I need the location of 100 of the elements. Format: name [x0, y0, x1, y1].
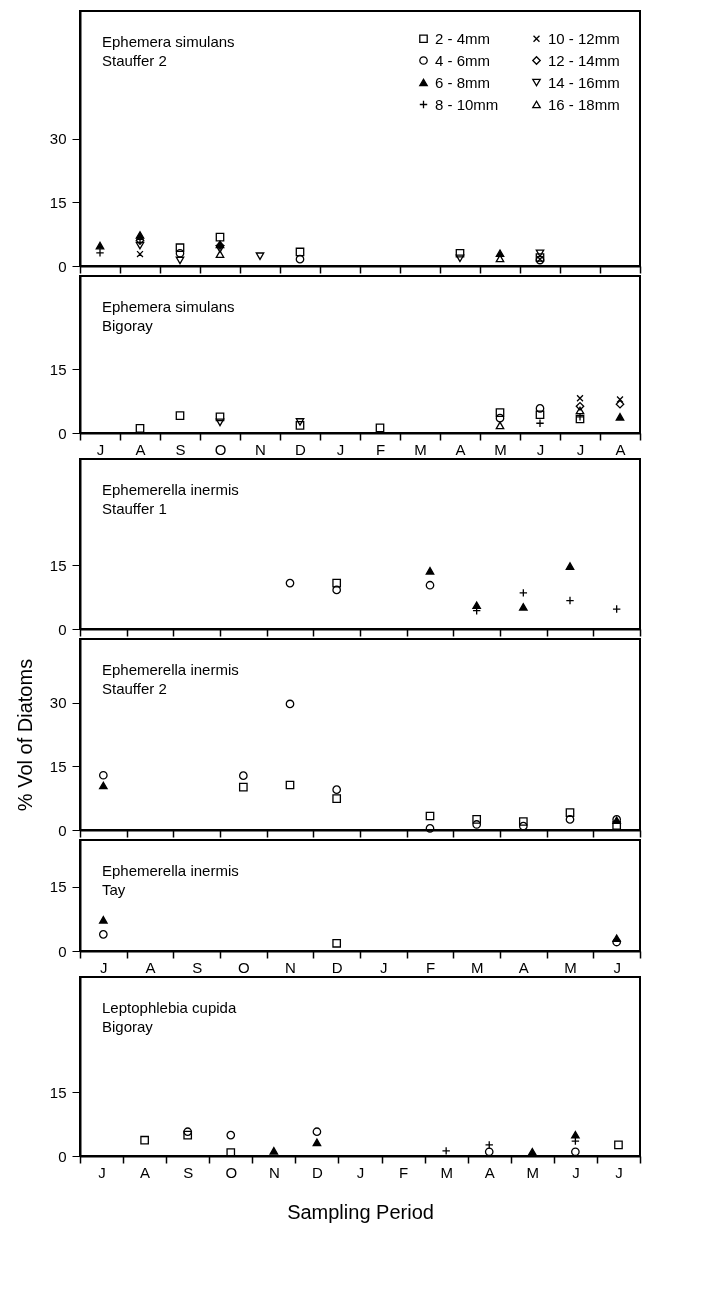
y-tick-label: 15	[49, 1083, 67, 1101]
point	[285, 578, 295, 588]
point	[215, 418, 225, 427]
x-tick-label: N	[255, 440, 266, 458]
x-tick-label: N	[285, 958, 296, 976]
point	[425, 823, 435, 833]
text: Ephemerella inermis Stauffer 2	[102, 661, 239, 697]
point	[527, 1147, 537, 1156]
point	[575, 401, 585, 411]
point	[295, 421, 305, 430]
x-tick-label: A	[455, 440, 466, 458]
point	[175, 248, 185, 258]
point	[295, 247, 305, 257]
x-tick-label: J	[96, 440, 105, 458]
point	[332, 794, 342, 803]
point	[269, 1147, 279, 1155]
x-tick-label: M	[440, 1163, 453, 1181]
x-tick-label: A	[615, 440, 626, 458]
x-tick-label: J	[336, 440, 345, 458]
text: Ephemerella inermis Stauffer 1	[102, 481, 239, 517]
point	[495, 413, 505, 423]
point	[495, 408, 505, 417]
y-axis-title: % Vol of Diatoms	[13, 658, 36, 812]
point	[332, 938, 342, 948]
point	[535, 249, 545, 258]
legend-label: 14 - 16mm	[548, 73, 620, 91]
point	[575, 406, 585, 415]
point	[455, 254, 465, 263]
point	[472, 820, 482, 829]
x-tick-label: F	[398, 1163, 409, 1181]
point	[226, 1130, 236, 1140]
point	[98, 915, 108, 924]
x-tick-label: J	[380, 958, 388, 976]
x-tick-label: S	[175, 440, 186, 458]
y-tick-label: 15	[49, 757, 67, 775]
point	[135, 241, 145, 250]
point	[332, 785, 342, 795]
x-tick-label: A	[484, 1163, 495, 1181]
x-tick-label: F	[425, 958, 436, 976]
point	[425, 566, 435, 575]
y-tick-label: 0	[58, 257, 67, 275]
point	[615, 399, 625, 409]
text: Ephemera simulans Bigoray	[102, 298, 235, 334]
x-tick-label: O	[225, 1163, 238, 1181]
x-tick-label: J	[613, 958, 621, 976]
point	[175, 256, 185, 265]
y-tick-label: 30	[49, 694, 67, 712]
legend-label: 2 - 4mm	[435, 29, 491, 47]
legend-label: 12 - 14mm	[548, 51, 620, 69]
x-tick-label: A	[135, 440, 146, 458]
legend-label: 6 - 8mm	[435, 73, 491, 91]
y-tick-label: 15	[49, 556, 67, 574]
y-tick-label: 15	[49, 193, 67, 211]
point	[565, 815, 575, 824]
x-tick-label: M	[414, 440, 427, 458]
point	[425, 811, 435, 821]
point	[215, 245, 225, 253]
x-tick-label: A	[140, 1163, 151, 1181]
x-tick-label: J	[98, 1163, 106, 1181]
text: Leptophlebia cupida Bigoray	[102, 999, 237, 1035]
point	[95, 241, 105, 250]
point	[571, 1130, 580, 1139]
point	[375, 423, 385, 433]
x-tick-label: A	[145, 958, 156, 976]
point	[332, 578, 342, 588]
x-tick-label: O	[214, 440, 227, 458]
point	[295, 254, 305, 264]
point	[140, 1135, 149, 1145]
point	[238, 782, 248, 792]
x-tick-label: J	[576, 440, 585, 458]
text: Ephemerella inermis Tay	[102, 862, 239, 898]
x-axis-title: Sampling Period	[287, 1200, 434, 1223]
point	[255, 252, 265, 261]
x-tick-label: M	[526, 1163, 540, 1181]
point	[472, 815, 482, 824]
x-tick-label: S	[192, 958, 203, 976]
legend-label: 4 - 6mm	[435, 51, 491, 69]
legend-label: 16 - 18mm	[548, 95, 620, 113]
point	[332, 585, 342, 595]
point	[98, 770, 108, 780]
point	[535, 410, 545, 420]
x-tick-label: M	[564, 958, 577, 976]
point	[576, 394, 584, 402]
x-tick-label: D	[331, 958, 343, 976]
point	[312, 1127, 322, 1137]
point	[285, 780, 295, 790]
point	[472, 601, 482, 610]
y-tick-label: 0	[58, 821, 67, 839]
point	[175, 411, 185, 420]
point	[135, 423, 145, 433]
x-tick-label: J	[356, 1163, 365, 1181]
point	[518, 817, 528, 826]
legend-label: 10 - 12mm	[548, 29, 620, 47]
x-tick-label: O	[238, 958, 250, 976]
point	[565, 562, 575, 570]
point	[295, 418, 305, 426]
y-tick-label: 0	[58, 620, 67, 638]
x-tick-label: J	[572, 1163, 580, 1181]
point	[495, 421, 505, 430]
x-tick-label: D	[312, 1163, 323, 1181]
